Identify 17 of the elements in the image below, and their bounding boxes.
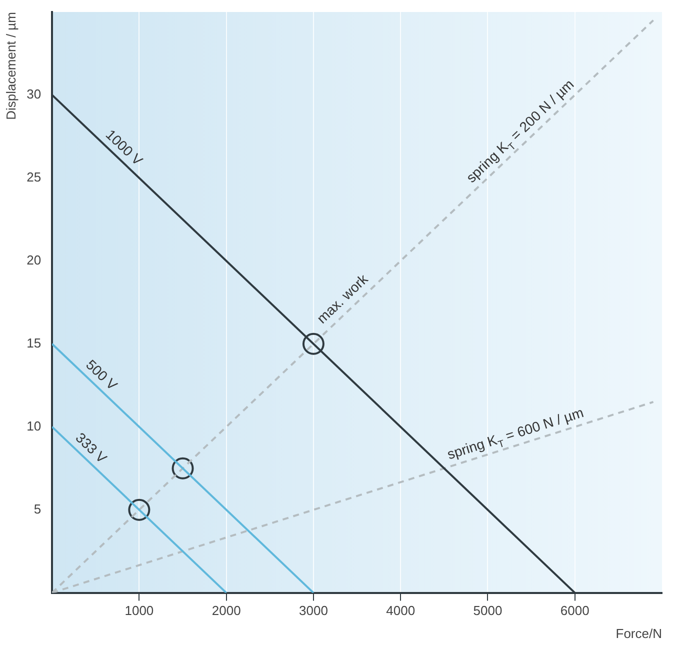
- y-tick-label: 10: [26, 418, 42, 434]
- x-tick-label: 1000: [124, 603, 154, 618]
- x-tick-label: 2000: [212, 603, 241, 618]
- text: spring KT = 600 N / µm: [445, 404, 586, 462]
- y-tick-label: 25: [26, 170, 42, 185]
- x-axis-title: Force/N: [616, 626, 662, 641]
- x-tick-label: 3000: [299, 603, 328, 618]
- x-tick-label: 6000: [560, 603, 590, 618]
- x-tick-label: 5000: [473, 603, 502, 618]
- y-tick-label: 5: [34, 501, 42, 516]
- y-tick-label: 30: [26, 86, 42, 102]
- text: 333 V: [72, 429, 111, 467]
- text: 500 V: [83, 356, 122, 394]
- x-tick-label: 4000: [386, 603, 416, 618]
- y-tick-label: 15: [26, 335, 42, 350]
- y-tick-label: 20: [26, 252, 42, 268]
- y-axis-title: Displacement / µm: [3, 12, 18, 120]
